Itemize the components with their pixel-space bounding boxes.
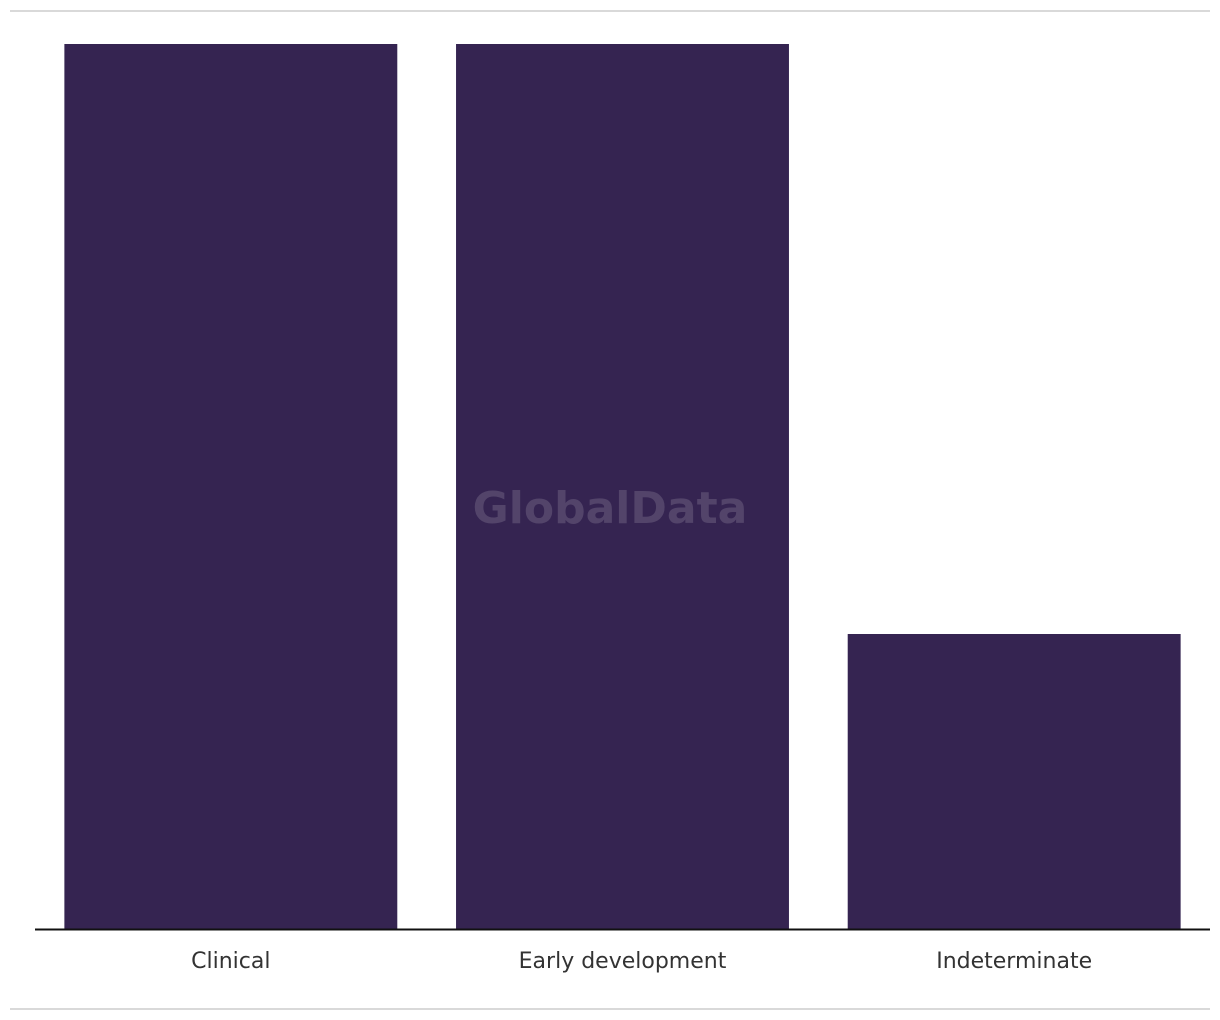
watermark: GlobalData	[473, 483, 748, 534]
bar	[64, 44, 398, 929]
bars	[64, 44, 1181, 929]
bar	[847, 634, 1181, 929]
x-tick-label: Clinical	[191, 949, 270, 974]
x-tick-label: Indeterminate	[936, 949, 1092, 974]
x-tick-label: Early development	[519, 949, 727, 974]
bar	[456, 44, 789, 929]
